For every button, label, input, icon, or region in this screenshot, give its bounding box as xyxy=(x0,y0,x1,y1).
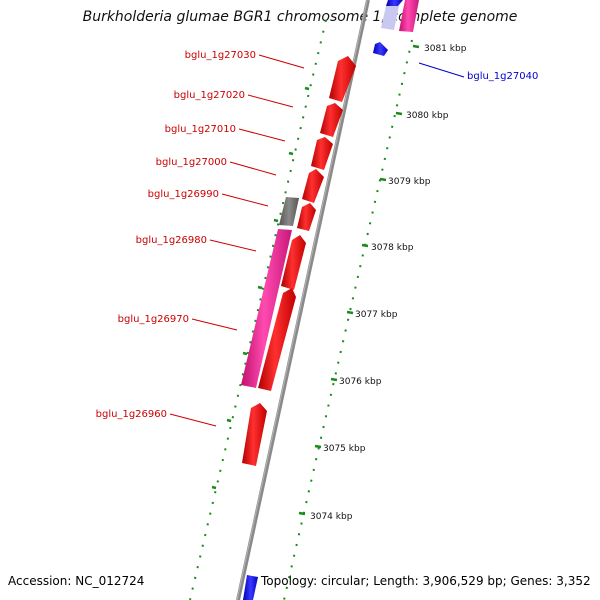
gene-label[interactable]: bglu_1g26970 xyxy=(118,314,189,325)
accession-text: Accession: NC_012724 xyxy=(8,574,145,588)
outer-tick-group xyxy=(298,44,420,516)
genome-backbone xyxy=(236,0,370,600)
gene-label[interactable]: bglu_1g26980 xyxy=(136,235,207,246)
leader-bglu_1g27040 xyxy=(418,62,465,78)
outer-dotted-ring xyxy=(283,39,413,600)
kbp-label: 3081 kbp xyxy=(424,44,467,54)
genome-backbone-highlight xyxy=(236,0,368,600)
inner-tick xyxy=(273,218,279,223)
gene-bottom-blue[interactable] xyxy=(243,575,258,600)
gene-label[interactable]: bglu_1g26990 xyxy=(148,189,219,200)
gene-label[interactable]: bglu_1g27000 xyxy=(156,157,227,168)
outer-tick xyxy=(412,44,420,49)
gene-bglu_1g26980-pink[interactable] xyxy=(241,229,292,388)
inner-tick xyxy=(288,151,294,156)
outer-tick xyxy=(346,310,354,315)
leader-bglu_1g27000 xyxy=(229,161,277,176)
leader-bglu_1g26960 xyxy=(169,413,217,427)
gene-bglu_1g27000[interactable] xyxy=(302,169,324,203)
gene-bglu_1g26960[interactable] xyxy=(242,403,267,466)
outer-tick xyxy=(298,511,306,516)
leader-bglu_1g27030 xyxy=(258,54,305,69)
gene-top-pink[interactable] xyxy=(399,0,419,32)
inner-tick xyxy=(304,86,310,91)
kbp-label: 3076 kbp xyxy=(339,377,382,387)
outer-tick xyxy=(361,243,369,248)
leader-bglu_1g26980 xyxy=(209,239,257,252)
kbp-labels: 3081 kbp 3080 kbp 3079 kbp 3078 kbp 3077… xyxy=(310,44,467,522)
inner-tick-group xyxy=(211,86,310,490)
leader-bglu_1g26970 xyxy=(191,318,238,331)
inner-tick xyxy=(242,351,248,356)
gene-bglu_1g27040[interactable] xyxy=(373,42,388,56)
inner-tick xyxy=(226,418,232,423)
leader-bglu_1g26990 xyxy=(221,193,269,207)
gene-bglu_1g27020[interactable] xyxy=(320,103,343,137)
gene-bglu_1g26980[interactable] xyxy=(281,235,306,290)
gene-bglu_1g26990-b[interactable] xyxy=(297,203,316,231)
outer-tick xyxy=(330,377,338,382)
gene-label[interactable]: bglu_1g27020 xyxy=(174,90,245,101)
kbp-label: 3078 kbp xyxy=(371,243,414,253)
kbp-label: 3075 kbp xyxy=(323,444,366,454)
inner-tick xyxy=(211,485,217,490)
outer-tick xyxy=(395,111,403,116)
leader-bglu_1g27010 xyxy=(238,128,286,142)
gene-label[interactable]: bglu_1g26960 xyxy=(96,409,167,420)
gene-bglu_1g26990[interactable] xyxy=(279,197,299,226)
gene-label[interactable]: bglu_1g27010 xyxy=(165,124,236,135)
leader-bglu_1g27020 xyxy=(247,94,294,108)
gene-top-lavender[interactable] xyxy=(381,6,399,30)
gene-top-blue[interactable] xyxy=(386,0,403,6)
kbp-label: 3080 kbp xyxy=(406,111,449,121)
outer-tick xyxy=(314,444,322,449)
gene-bglu_1g27010[interactable] xyxy=(311,137,333,170)
label-leaders xyxy=(169,54,465,427)
kbp-label: 3079 kbp xyxy=(388,177,431,187)
kbp-label: 3074 kbp xyxy=(310,512,353,522)
gene-label[interactable]: bglu_1g27040 xyxy=(467,71,538,82)
gene-bglu_1g26970[interactable] xyxy=(258,288,296,391)
gene-bglu_1g27030[interactable] xyxy=(329,56,356,102)
gene-labels: bglu_1g27030 bglu_1g27020 bglu_1g27010 b… xyxy=(96,50,539,420)
outer-tick xyxy=(379,177,387,182)
gene-label[interactable]: bglu_1g27030 xyxy=(185,50,256,61)
kbp-label: 3077 kbp xyxy=(355,310,398,320)
inner-dotted-ring xyxy=(189,19,327,600)
topology-text: Topology: circular; Length: 3,906,529 bp… xyxy=(261,574,591,588)
inner-tick xyxy=(257,285,263,290)
